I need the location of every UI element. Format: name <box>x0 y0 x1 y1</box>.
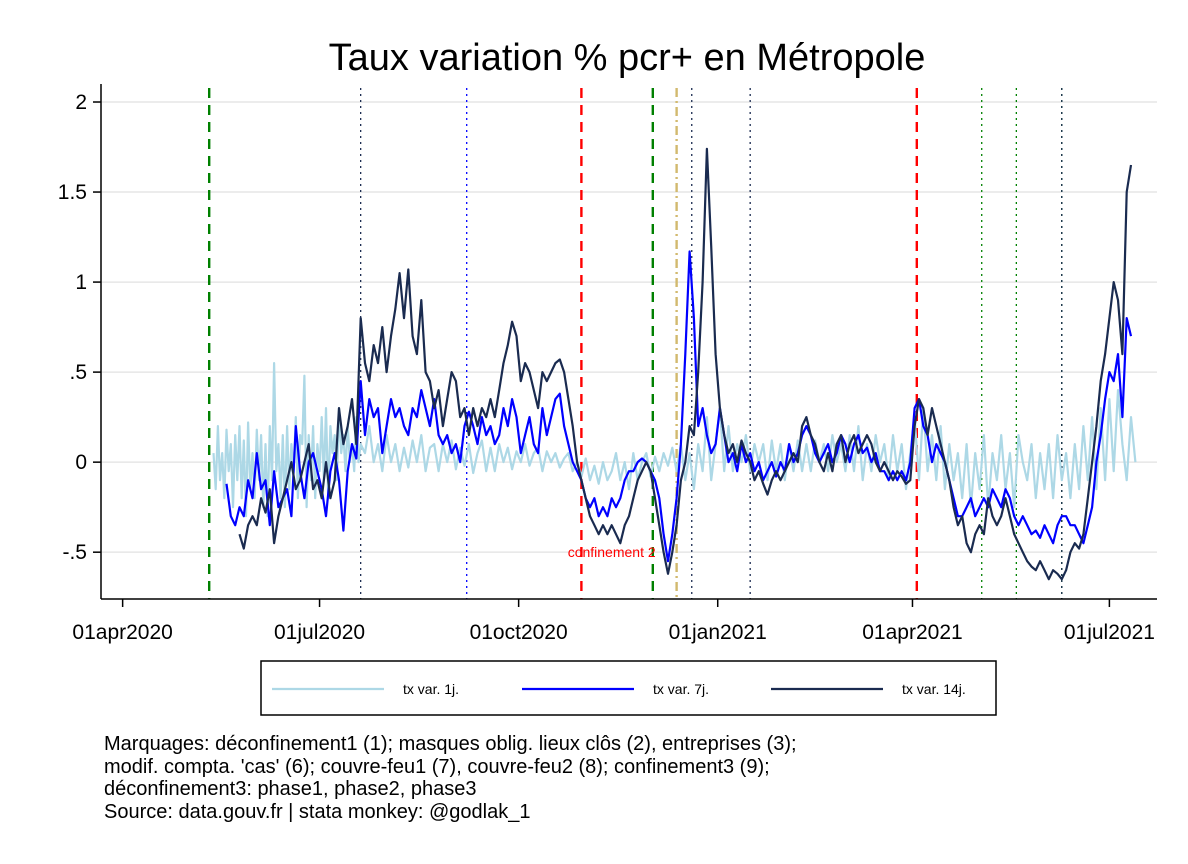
x-tick-label: 01oct2020 <box>470 621 568 644</box>
y-tick-label: 2 <box>75 91 87 114</box>
y-tick-label: 1 <box>75 271 87 294</box>
series-line-1 <box>212 362 1137 518</box>
y-tick-label: 0 <box>75 451 87 474</box>
caption-line-2: modif. compta. 'cas' (6); couvre-feu1 (7… <box>104 755 770 778</box>
annotation-label: confinement 2 <box>568 544 656 560</box>
legend-label: tx var. 1j. <box>403 681 459 697</box>
legend-label: tx var. 7j. <box>653 681 709 697</box>
series-line-2 <box>225 250 1133 563</box>
y-tick-label: .5 <box>69 361 87 384</box>
x-tick-label: 01jan2021 <box>669 621 767 644</box>
chart-title: Taux variation % pcr+ en Métropole <box>329 37 926 79</box>
x-tick-label: 01jul2020 <box>274 621 365 644</box>
y-tick-label: 1.5 <box>58 181 87 204</box>
event-markers <box>207 88 1063 599</box>
x-tick-label: 01apr2021 <box>862 621 962 644</box>
caption-line-3: déconfinement3: phase1, phase2, phase3 <box>104 778 477 800</box>
caption-line-1: Marquages: déconfinement1 (1); masques o… <box>104 733 797 755</box>
legend-label: tx var. 14j. <box>902 681 966 697</box>
series-line-3 <box>238 147 1133 581</box>
x-tick-label: 01apr2020 <box>72 621 172 644</box>
caption: Marquages: déconfinement1 (1); masques o… <box>104 733 1104 823</box>
y-tick-label: -.5 <box>62 541 87 564</box>
series-layer <box>212 147 1137 581</box>
gridlines <box>101 101 1157 553</box>
caption-line-4: Source: data.gouv.fr | stata monkey: @go… <box>104 800 531 823</box>
x-tick-label: 01jul2021 <box>1064 621 1155 644</box>
legend: tx var. 1j. tx var. 7j. tx var. 14j. <box>260 660 997 716</box>
annotations: confinement 2 <box>568 544 656 560</box>
